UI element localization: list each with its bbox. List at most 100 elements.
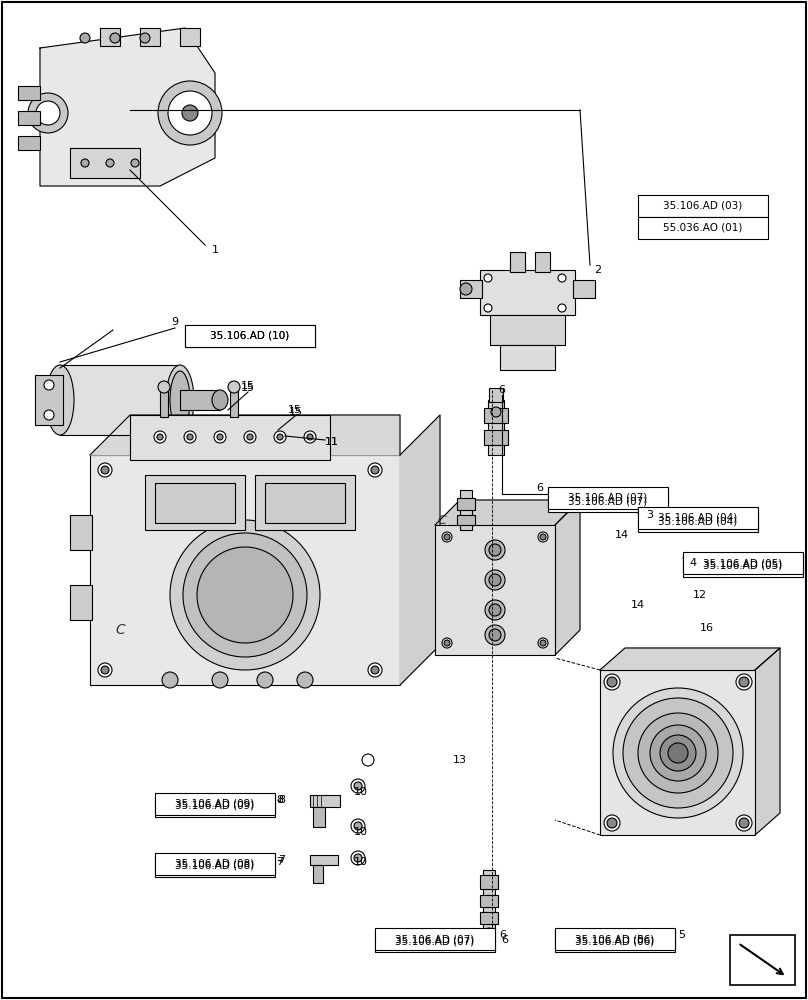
Bar	[638, 510, 758, 532]
Text: 6: 6	[499, 930, 507, 940]
Bar	[483, 870, 495, 930]
Bar	[313, 865, 323, 883]
Text: 15: 15	[289, 407, 303, 417]
Circle shape	[44, 410, 54, 420]
Bar	[490, 315, 565, 345]
Bar	[488, 400, 504, 455]
Circle shape	[134, 429, 146, 441]
Circle shape	[558, 274, 566, 282]
Bar	[375, 930, 495, 952]
Bar	[18, 111, 40, 125]
Bar	[489, 388, 503, 402]
Bar	[35, 375, 63, 425]
Text: C: C	[115, 623, 125, 637]
Circle shape	[351, 779, 365, 793]
Text: 10: 10	[354, 857, 368, 867]
Polygon shape	[90, 415, 400, 455]
Circle shape	[491, 407, 501, 417]
Circle shape	[444, 534, 450, 540]
Ellipse shape	[212, 390, 228, 410]
Bar	[155, 855, 275, 877]
Circle shape	[101, 466, 109, 474]
Text: 6: 6	[537, 483, 544, 493]
Bar	[548, 487, 668, 509]
Circle shape	[168, 91, 212, 135]
Bar	[155, 483, 235, 523]
Bar	[480, 912, 498, 924]
Circle shape	[489, 604, 501, 616]
Text: 35.106.AD (05): 35.106.AD (05)	[704, 558, 783, 568]
Bar	[145, 475, 245, 530]
Circle shape	[558, 304, 566, 312]
Bar	[510, 252, 525, 272]
Ellipse shape	[170, 371, 190, 429]
Circle shape	[739, 677, 749, 687]
Text: 6: 6	[499, 385, 506, 395]
Bar	[18, 136, 40, 150]
Text: 11: 11	[325, 437, 339, 447]
Text: 10: 10	[354, 787, 368, 797]
Bar	[500, 345, 555, 370]
Circle shape	[538, 532, 548, 542]
Text: 14: 14	[631, 600, 645, 610]
Circle shape	[485, 540, 505, 560]
Polygon shape	[600, 648, 780, 670]
Bar	[160, 390, 168, 417]
Text: 35.106.AD (07): 35.106.AD (07)	[395, 934, 474, 944]
Bar	[90, 455, 400, 685]
Text: 35.106.AD (08): 35.106.AD (08)	[175, 859, 255, 869]
Bar	[730, 935, 795, 985]
Circle shape	[485, 625, 505, 645]
Circle shape	[613, 688, 743, 818]
Circle shape	[106, 159, 114, 167]
Circle shape	[484, 274, 492, 282]
Bar	[70, 148, 140, 178]
Polygon shape	[555, 500, 580, 655]
Bar	[155, 795, 275, 817]
Circle shape	[183, 533, 307, 657]
Circle shape	[131, 159, 139, 167]
Text: 14: 14	[615, 530, 629, 540]
Circle shape	[274, 431, 286, 443]
Text: 6: 6	[502, 935, 508, 945]
Circle shape	[604, 815, 620, 831]
Bar	[460, 280, 482, 298]
Circle shape	[44, 380, 54, 390]
Circle shape	[739, 818, 749, 828]
Bar	[140, 28, 160, 46]
Circle shape	[154, 431, 166, 443]
Bar	[70, 515, 92, 550]
Circle shape	[371, 466, 379, 474]
Circle shape	[162, 672, 178, 688]
Bar	[310, 855, 338, 865]
Bar	[484, 408, 508, 423]
Circle shape	[362, 754, 374, 766]
Bar	[555, 930, 675, 952]
Bar	[100, 28, 120, 46]
Circle shape	[736, 815, 752, 831]
Circle shape	[217, 434, 223, 440]
Circle shape	[354, 782, 362, 790]
Circle shape	[214, 431, 226, 443]
Circle shape	[540, 640, 546, 646]
Text: 13: 13	[453, 755, 467, 765]
Bar	[18, 86, 40, 100]
Bar	[638, 217, 768, 239]
Bar	[310, 795, 340, 807]
Text: 5: 5	[637, 935, 643, 945]
Circle shape	[460, 283, 472, 295]
Circle shape	[304, 431, 316, 443]
Polygon shape	[755, 648, 780, 835]
Circle shape	[638, 713, 718, 793]
Circle shape	[538, 638, 548, 648]
Bar	[484, 430, 508, 445]
Ellipse shape	[166, 365, 194, 435]
Bar	[535, 252, 550, 272]
Text: 12: 12	[693, 590, 707, 600]
Circle shape	[228, 381, 240, 393]
Circle shape	[81, 159, 89, 167]
Circle shape	[170, 520, 320, 670]
Circle shape	[184, 431, 196, 443]
Text: 35.106.AD (07): 35.106.AD (07)	[568, 496, 648, 506]
Circle shape	[485, 570, 505, 590]
